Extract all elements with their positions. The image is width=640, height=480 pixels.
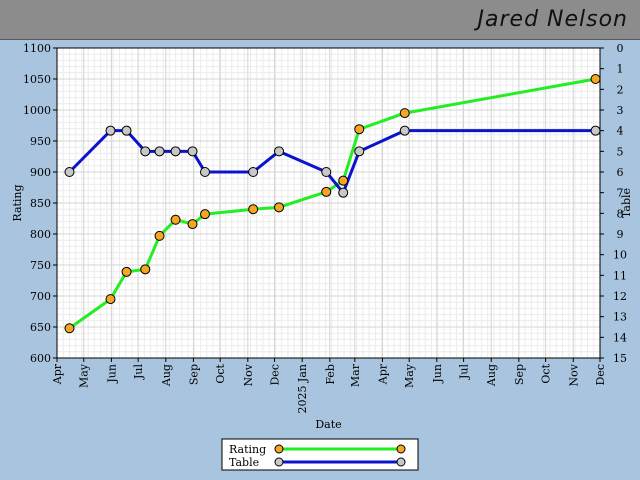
table-point: [170, 146, 181, 157]
x-tick-label: Dec: [269, 364, 282, 386]
rating-point: [274, 202, 285, 213]
y2-tick-label: 4: [617, 125, 624, 138]
rating-point: [321, 186, 332, 197]
y-tick-label: 800: [30, 228, 51, 241]
y-tick-label: 1100: [23, 42, 51, 55]
y2-tick-label: 3: [617, 104, 624, 117]
legend-marker-table: [274, 457, 284, 467]
x-axis-label: Date: [315, 418, 341, 431]
y2-tick-label: 13: [613, 311, 627, 324]
x-tick-label: Nov: [242, 363, 255, 386]
x-tick-label: Dec: [594, 364, 607, 386]
legend-marker-rating: [274, 444, 284, 454]
x-tick-label: Sep: [513, 364, 526, 385]
x-tick-label: Jun: [105, 364, 118, 384]
y-tick-label: 850: [30, 197, 51, 210]
x-tick-label: Aug: [160, 364, 173, 387]
y2-axis-label: Table: [620, 188, 633, 218]
x-tick-label: Feb: [324, 364, 337, 385]
y2-tick-label: 7: [617, 187, 624, 200]
table-point: [590, 125, 601, 136]
y-tick-label: 750: [30, 259, 51, 272]
rating-point: [105, 294, 116, 305]
rating-point: [187, 219, 198, 230]
y-tick-label: 700: [30, 290, 51, 303]
y2-tick-label: 2: [617, 83, 624, 96]
y2-tick-label: 15: [613, 352, 627, 365]
rating-point: [200, 209, 211, 220]
table-point: [248, 167, 259, 177]
x-tick-label: Jul: [458, 364, 471, 380]
table-point: [105, 125, 116, 136]
rating-point: [154, 230, 165, 241]
table-point: [354, 146, 365, 157]
y2-tick-label: 14: [613, 331, 627, 344]
x-tick-label: Mar: [349, 363, 362, 387]
y-tick-label: 900: [30, 166, 51, 179]
legend-label-rating: Rating: [229, 443, 266, 456]
table-point: [321, 167, 332, 177]
rating-point: [399, 108, 410, 119]
x-tick-label: May: [403, 363, 416, 388]
rating-point: [338, 175, 349, 186]
x-tick-label: Aug: [485, 364, 498, 387]
y-tick-label: 600: [30, 352, 51, 365]
x-tick-label: Apr: [376, 363, 389, 385]
table-point: [154, 146, 165, 157]
rating-point: [64, 323, 75, 334]
x-tick-label: May: [78, 363, 91, 388]
table-point: [187, 146, 198, 157]
y-axis-label: Rating: [11, 184, 24, 221]
table-point: [121, 125, 132, 136]
header-bar: Jared Nelson: [0, 0, 640, 40]
legend-label-table: Table: [229, 456, 259, 469]
rating-point: [248, 204, 259, 215]
table-point: [64, 167, 75, 177]
y-tick-label: 1000: [23, 104, 51, 117]
rating-point: [140, 264, 151, 275]
y2-tick-label: 10: [613, 249, 627, 262]
rating-point: [354, 124, 365, 135]
y-tick-label: 1050: [23, 73, 51, 86]
x-tick-label: Nov: [567, 363, 580, 386]
x-tick-label: Apr: [51, 363, 64, 385]
y2-tick-label: 1: [617, 63, 624, 76]
y2-tick-label: 9: [617, 228, 624, 241]
x-tick-label: Oct: [540, 363, 553, 383]
rating-point: [590, 74, 601, 84]
x-tick-label: Oct: [214, 363, 227, 383]
y2-tick-label: 6: [617, 166, 624, 179]
x-tick-label: Jun: [431, 364, 444, 384]
rating-point: [121, 266, 132, 277]
legend-marker-table: [396, 457, 406, 467]
rating-point: [170, 214, 181, 225]
x-tick-label: 2025 Jan: [296, 364, 309, 414]
y2-tick-label: 0: [617, 42, 624, 55]
table-point: [200, 167, 211, 177]
x-tick-label: Sep: [187, 364, 200, 385]
legend-box: [221, 438, 419, 471]
table-point: [140, 146, 151, 157]
y2-tick-label: 8: [617, 207, 624, 220]
y-tick-label: 650: [30, 321, 51, 334]
legend-marker-rating: [396, 444, 406, 454]
table-point: [274, 146, 285, 157]
x-tick-label: Jul: [132, 364, 145, 380]
y2-tick-label: 5: [617, 145, 624, 158]
y-tick-label: 950: [30, 135, 51, 148]
table-point: [338, 187, 349, 198]
y2-tick-label: 12: [613, 290, 627, 303]
table-point: [399, 125, 410, 136]
player-name: Jared Nelson: [477, 7, 628, 32]
y2-tick-label: 11: [613, 269, 627, 282]
